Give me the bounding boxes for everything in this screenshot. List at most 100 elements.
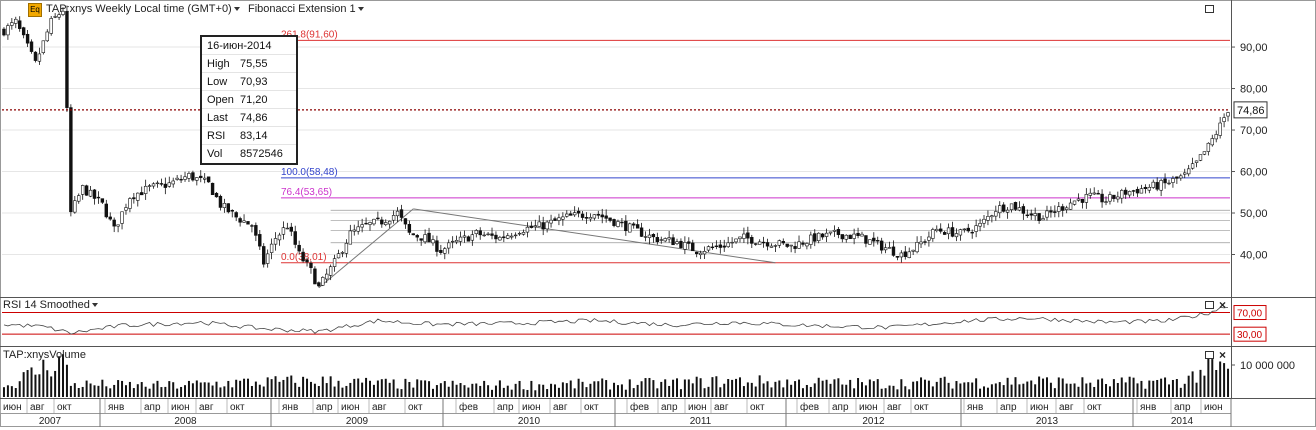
candle-body [588,217,593,220]
volume-bar [975,378,978,397]
candle-body [718,244,723,248]
close-volume-panel-icon[interactable]: × [1219,348,1227,362]
volume-bar [227,380,230,397]
candle-body [328,266,333,276]
volume-panel-title[interactable]: TAP:xnysVolume [3,349,86,361]
y-tick-label: 90,00 [1240,42,1268,54]
month-label: фев [800,401,819,413]
volume-bar [1069,383,1072,397]
volume-bar [215,381,218,397]
volume-bar [50,376,53,397]
candle-body [911,249,915,252]
volume-bar [483,380,486,397]
candle-body [2,28,6,36]
volume-bar [569,380,572,397]
volume-bar [731,379,734,397]
candle-body [112,219,116,227]
volume-bar [955,381,958,397]
tooltip-row-label: High [207,58,230,70]
volume-bar [695,376,698,397]
maximize-volume-panel-icon[interactable] [1205,351,1214,359]
app-logo-icon[interactable]: Eq [28,3,42,17]
volume-bar [864,385,867,397]
candle-body [486,233,490,236]
candle-body [360,224,364,228]
candle-body [242,220,246,223]
candle-body [92,189,97,199]
price-axis[interactable]: 40,00 50,00 60,00 70,00 80,00 90,00 74,86 [2,42,1268,262]
volume-bar [983,386,986,397]
candle-body [1057,206,1061,212]
volume-bar [735,378,738,397]
volume-bar [254,381,257,397]
candle-body [635,224,640,229]
candle-body [576,210,581,214]
volume-bar [923,379,926,397]
volume-bar [699,378,702,397]
candle-body [37,53,42,62]
volume-bar [585,387,588,397]
time-axis[interactable]: июн авг окт янв апр июн авг окт янв апр июн авг окт ф… [0,399,1232,427]
candle-body [824,232,829,237]
volume-bar [266,377,269,397]
candle-body [325,273,329,280]
maximize-rsi-panel-icon[interactable] [1205,301,1214,309]
chevron-down-icon[interactable] [233,7,240,12]
candle-body [155,182,160,185]
volume-bar [313,383,316,397]
candle-body [1005,209,1010,213]
volume-bar [1010,384,1013,397]
candle-body [994,211,998,217]
volume-bar [660,381,663,397]
rsi-level-box [1233,326,1267,342]
symbol-title[interactable]: TAP:xnys Weekly Local time (GMT+0) [46,3,240,15]
candle-body [624,220,628,232]
volume-bar [262,386,265,397]
tooltip-row-label: Open [207,94,234,106]
candle-body [77,195,81,202]
month-label: янв [282,402,298,413]
candle-body [832,229,837,232]
candle-body [380,219,384,225]
candle-body [966,227,970,232]
volume-bar [817,377,820,397]
volume-bar [404,378,407,397]
volume-bar [597,381,600,397]
candle-body [919,241,923,245]
month-label: апр [832,402,849,413]
study-title[interactable]: Fibonacci Extension 1 [248,3,364,15]
maximize-price-panel-icon[interactable] [1205,5,1214,13]
volume-bar [1152,380,1155,397]
candle-body [769,245,774,248]
candle-body [726,242,730,248]
volume-bar [136,384,139,397]
candle-body [403,218,408,225]
candle-body [506,235,510,239]
month-label: апр [1000,402,1017,413]
candle-body [754,243,758,245]
candle-body [289,226,293,232]
chevron-down-icon[interactable] [357,7,364,12]
candle-body [498,236,502,241]
volume-bar [624,389,627,397]
candle-body [470,234,475,241]
candle-body [915,242,919,253]
rsi-panel-title[interactable]: RSI 14 Smoothed [3,299,98,311]
fib-level-label: 261.8(91,60) [281,29,338,40]
candle-body [258,234,262,247]
volume-bar [821,380,824,397]
candle-body [128,198,132,209]
close-rsi-panel-icon[interactable]: × [1219,298,1227,312]
volume-bar [420,380,423,397]
candle-body [1001,204,1006,212]
volume-bar [396,388,399,397]
chevron-down-icon[interactable] [91,303,98,308]
candle-body [1092,192,1096,195]
candle-body [25,33,30,44]
candle-body [962,228,967,231]
candle-body [1100,193,1104,203]
candle-body [691,242,695,252]
candle-body [120,211,124,224]
volume-bar [951,388,954,397]
volume-bar [243,378,246,397]
